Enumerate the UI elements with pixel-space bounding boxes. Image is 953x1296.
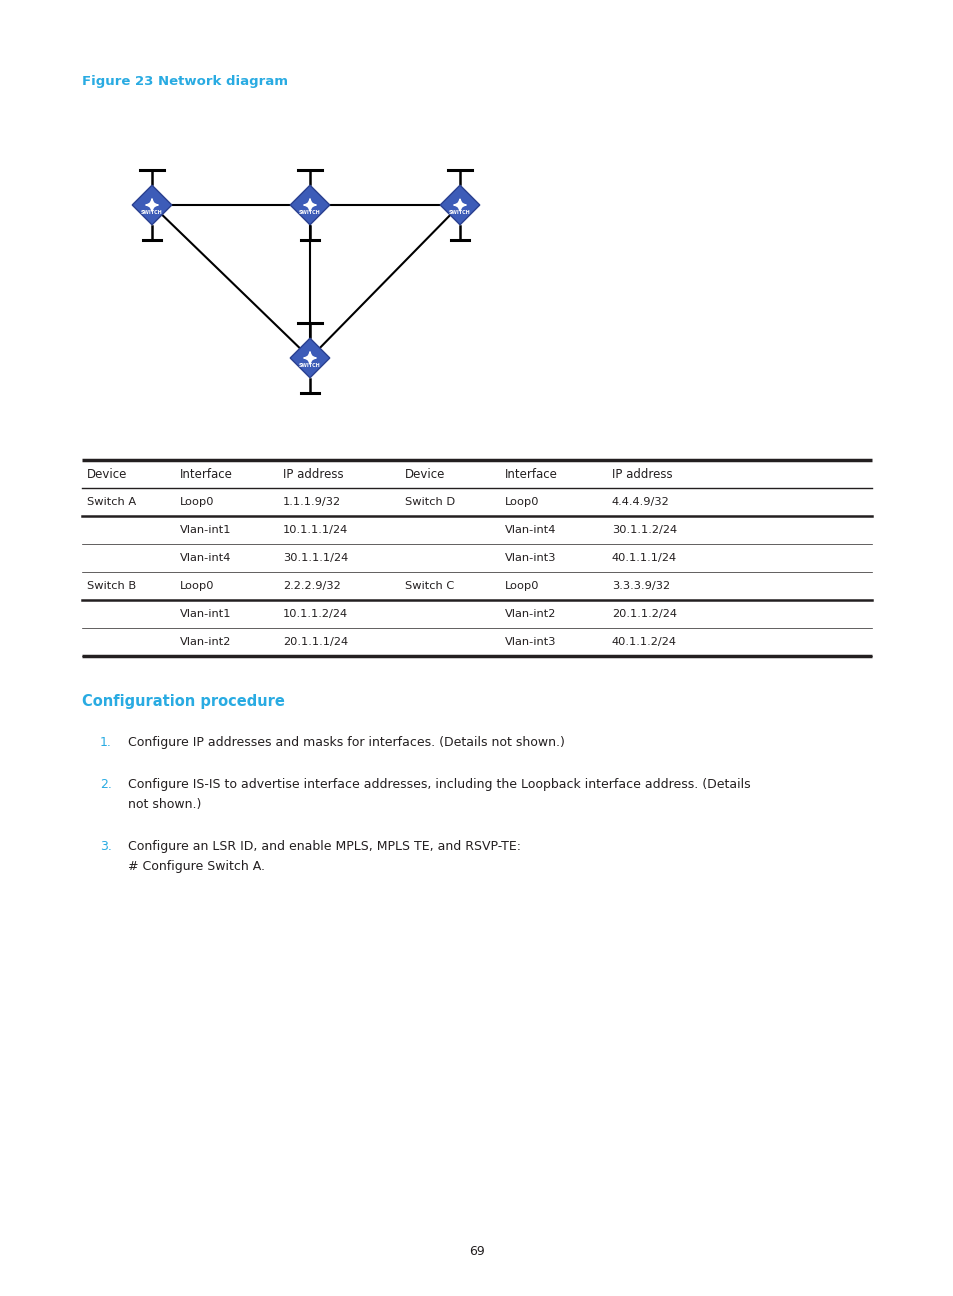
Text: SWITCH: SWITCH [449, 210, 471, 215]
Text: 3.: 3. [100, 840, 112, 853]
Circle shape [308, 356, 312, 360]
Text: 40.1.1.1/24: 40.1.1.1/24 [612, 553, 677, 562]
Text: Device: Device [405, 468, 445, 481]
Polygon shape [439, 185, 479, 224]
Text: Configuration procedure: Configuration procedure [82, 693, 285, 709]
Text: Vlan-int3: Vlan-int3 [504, 553, 556, 562]
Text: Vlan-int4: Vlan-int4 [180, 553, 232, 562]
Text: Loop0: Loop0 [504, 496, 539, 507]
Text: IP address: IP address [283, 468, 343, 481]
Text: Vlan-int2: Vlan-int2 [504, 609, 556, 619]
Text: Loop0: Loop0 [504, 581, 539, 591]
Text: 3.3.3.9/32: 3.3.3.9/32 [612, 581, 669, 591]
Text: 1.1.1.9/32: 1.1.1.9/32 [283, 496, 341, 507]
Text: 30.1.1.1/24: 30.1.1.1/24 [283, 553, 348, 562]
Text: 4.4.4.9/32: 4.4.4.9/32 [612, 496, 669, 507]
Text: 69: 69 [469, 1245, 484, 1258]
Text: 20.1.1.1/24: 20.1.1.1/24 [283, 638, 348, 647]
Circle shape [150, 203, 154, 207]
Text: not shown.): not shown.) [128, 798, 201, 811]
Circle shape [457, 203, 461, 207]
Text: Interface: Interface [180, 468, 233, 481]
Text: 2.: 2. [100, 778, 112, 791]
Polygon shape [290, 185, 330, 224]
Circle shape [308, 203, 312, 207]
Text: Configure IS-IS to advertise interface addresses, including the Loopback interfa: Configure IS-IS to advertise interface a… [128, 778, 750, 791]
Text: Switch A: Switch A [87, 496, 136, 507]
Text: Loop0: Loop0 [180, 496, 214, 507]
Text: 20.1.1.2/24: 20.1.1.2/24 [612, 609, 677, 619]
Text: Switch D: Switch D [405, 496, 455, 507]
Polygon shape [290, 338, 330, 378]
Text: 10.1.1.2/24: 10.1.1.2/24 [283, 609, 348, 619]
Text: Configure IP addresses and masks for interfaces. (Details not shown.): Configure IP addresses and masks for int… [128, 736, 564, 749]
Text: SWITCH: SWITCH [299, 363, 320, 368]
Text: IP address: IP address [612, 468, 672, 481]
Text: Switch C: Switch C [405, 581, 454, 591]
Text: 1.: 1. [100, 736, 112, 749]
Text: 30.1.1.2/24: 30.1.1.2/24 [612, 525, 677, 535]
Text: Vlan-int3: Vlan-int3 [504, 638, 556, 647]
Text: # Configure Switch A.: # Configure Switch A. [128, 861, 265, 874]
Text: SWITCH: SWITCH [299, 210, 320, 215]
Text: 10.1.1.1/24: 10.1.1.1/24 [283, 525, 348, 535]
Text: Figure 23 Network diagram: Figure 23 Network diagram [82, 75, 288, 88]
Text: Loop0: Loop0 [180, 581, 214, 591]
Text: SWITCH: SWITCH [141, 210, 163, 215]
Text: Device: Device [87, 468, 128, 481]
Text: Interface: Interface [504, 468, 558, 481]
Text: Switch B: Switch B [87, 581, 136, 591]
Polygon shape [132, 185, 172, 224]
Text: Configure an LSR ID, and enable MPLS, MPLS TE, and RSVP-TE:: Configure an LSR ID, and enable MPLS, MP… [128, 840, 520, 853]
Text: Vlan-int2: Vlan-int2 [180, 638, 232, 647]
Text: 40.1.1.2/24: 40.1.1.2/24 [612, 638, 677, 647]
Text: Vlan-int4: Vlan-int4 [504, 525, 556, 535]
Text: Vlan-int1: Vlan-int1 [180, 609, 232, 619]
Text: Vlan-int1: Vlan-int1 [180, 525, 232, 535]
Text: 2.2.2.9/32: 2.2.2.9/32 [283, 581, 340, 591]
